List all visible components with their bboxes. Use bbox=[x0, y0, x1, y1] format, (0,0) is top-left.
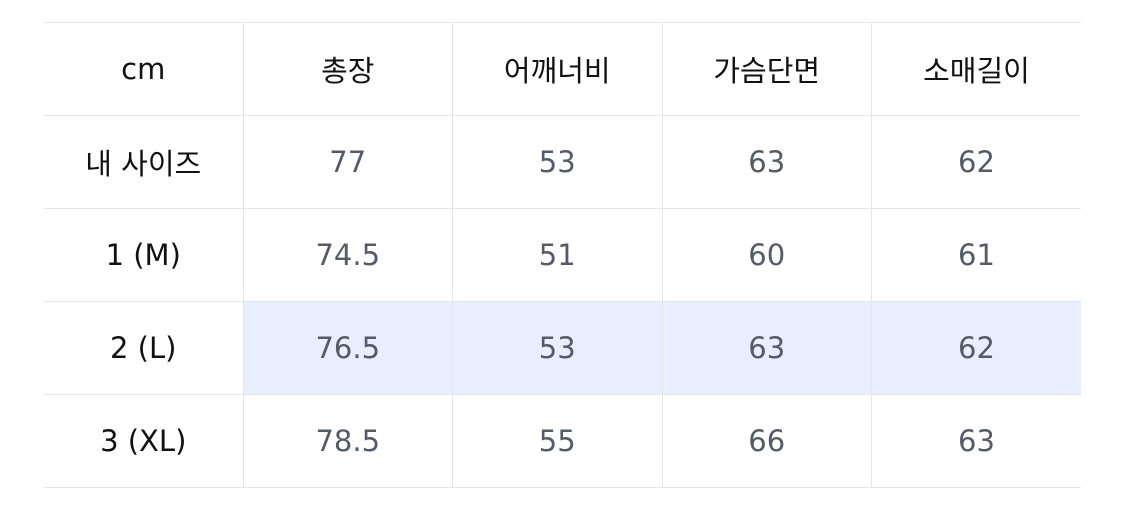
header-unit: cm bbox=[44, 22, 243, 116]
table-row: 2 (L) 76.5 53 63 62 bbox=[44, 301, 1081, 395]
table-cell: 62 bbox=[871, 301, 1081, 395]
table-cell: 76.5 bbox=[242, 301, 453, 395]
table-row: 3 (XL) 78.5 55 66 63 bbox=[44, 394, 1081, 488]
table-cell: 78.5 bbox=[242, 394, 453, 488]
table-cell: 77 bbox=[242, 115, 453, 209]
header-row: cm 총장 어깨너비 가슴단면 소매길이 bbox=[44, 22, 1081, 116]
table-cell: 53 bbox=[452, 115, 662, 209]
row-label: 3 (XL) bbox=[44, 394, 243, 488]
table-cell: 55 bbox=[452, 394, 662, 488]
row-label: 1 (M) bbox=[44, 208, 243, 302]
header-chest-width: 가슴단면 bbox=[661, 22, 872, 116]
table-cell: 63 bbox=[661, 115, 872, 209]
table-row: 내 사이즈 77 53 63 62 bbox=[44, 115, 1081, 209]
row-label: 2 (L) bbox=[44, 301, 243, 395]
header-sleeve-length: 소매길이 bbox=[871, 22, 1081, 116]
table-cell: 53 bbox=[452, 301, 662, 395]
table-row: 1 (M) 74.5 51 60 61 bbox=[44, 208, 1081, 302]
header-shoulder-width: 어깨너비 bbox=[452, 22, 662, 116]
table-cell: 51 bbox=[452, 208, 662, 302]
row-label: 내 사이즈 bbox=[44, 115, 243, 209]
table-cell: 74.5 bbox=[242, 208, 453, 302]
table-cell: 66 bbox=[661, 394, 872, 488]
table-cell: 62 bbox=[871, 115, 1081, 209]
table-cell: 63 bbox=[871, 394, 1081, 488]
header-total-length: 총장 bbox=[242, 22, 453, 116]
table-cell: 60 bbox=[661, 208, 872, 302]
size-table: cm 총장 어깨너비 가슴단면 소매길이 내 사이즈 77 53 63 62 1 (M) 7… bbox=[44, 22, 1081, 488]
table-cell: 61 bbox=[871, 208, 1081, 302]
table-cell: 63 bbox=[661, 301, 872, 395]
